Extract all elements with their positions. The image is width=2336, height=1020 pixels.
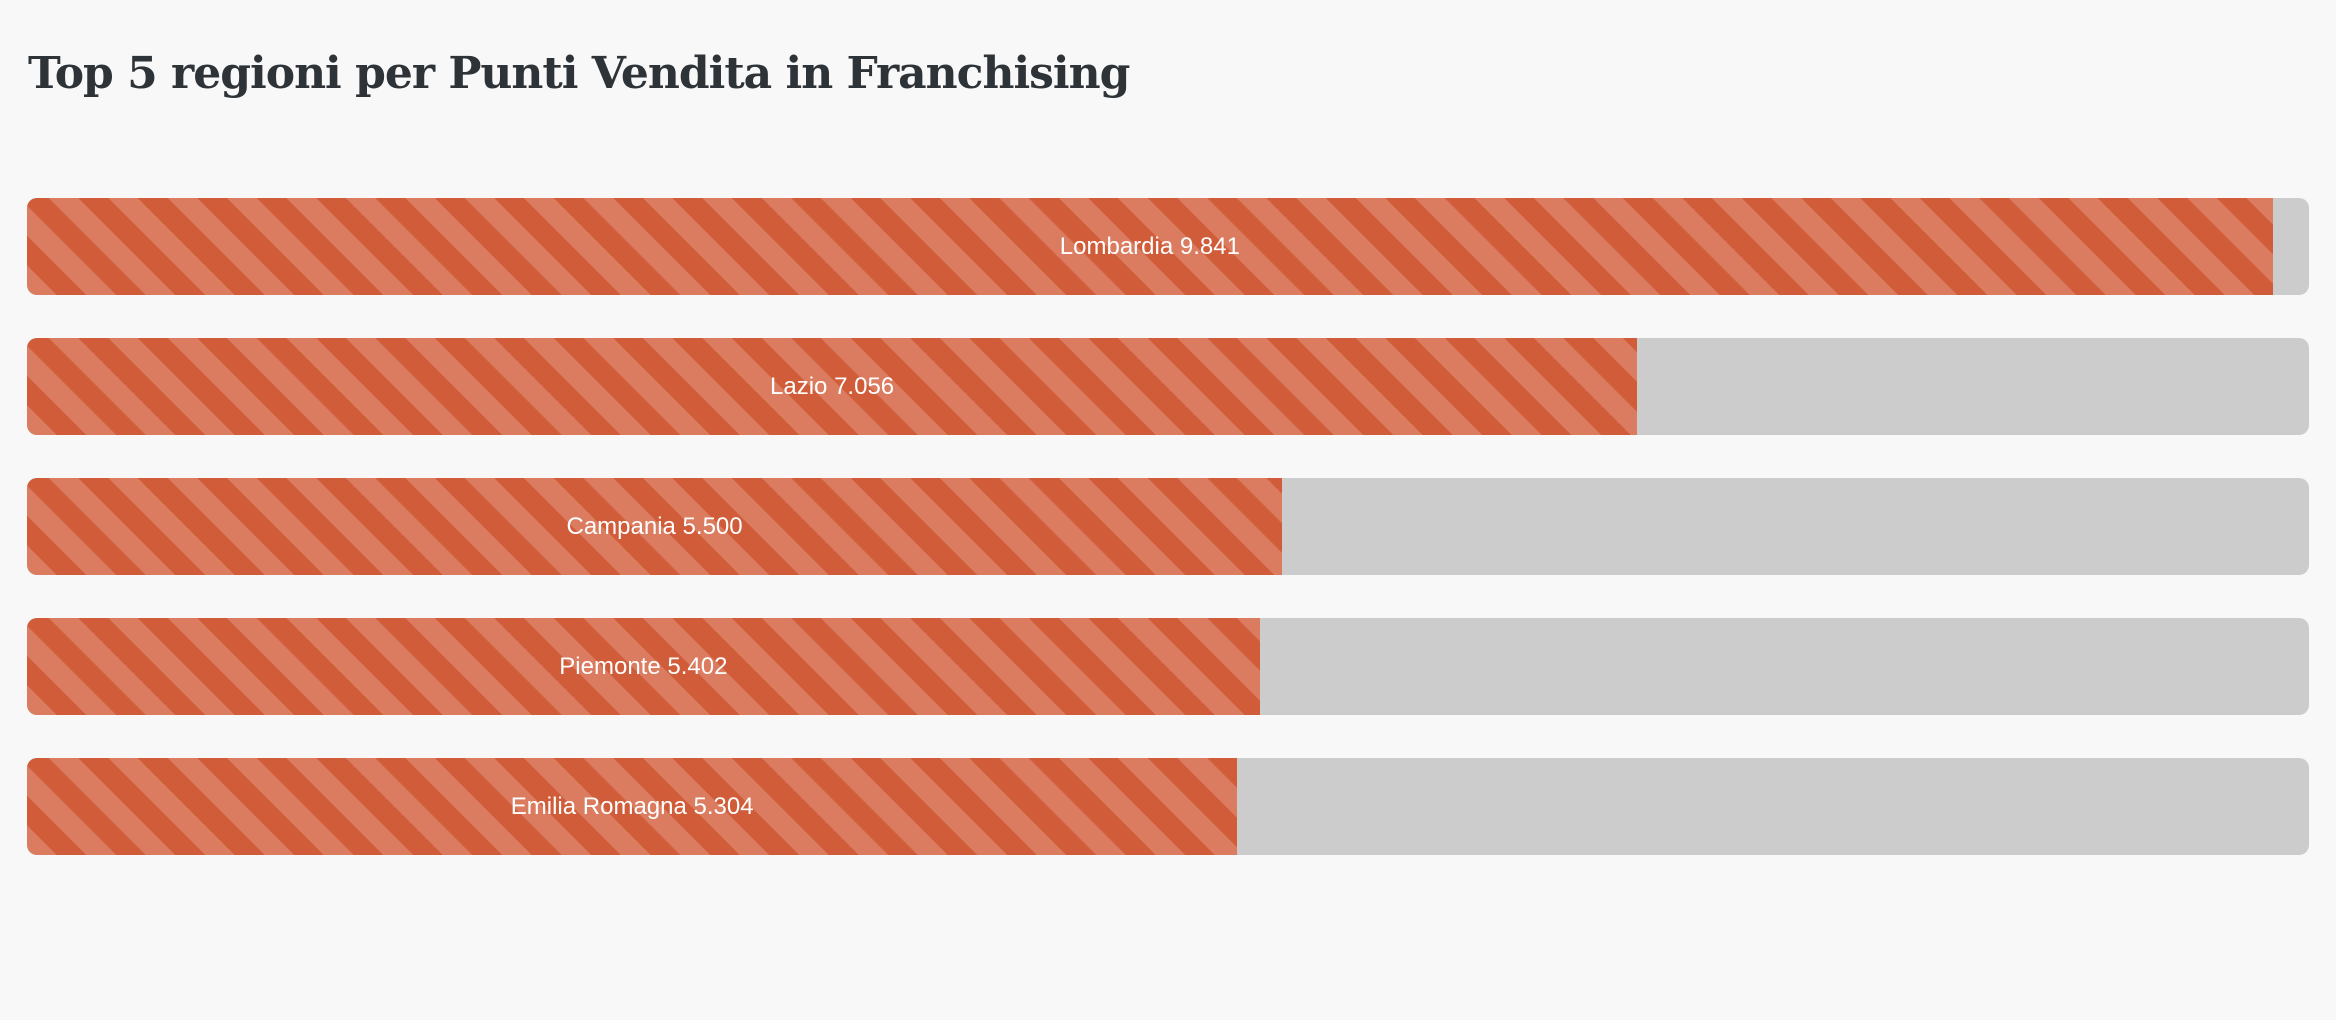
bar-track: Emilia Romagna 5.304 [27, 758, 2309, 855]
bar-emilia-romagna[interactable]: Emilia Romagna 5.304 [27, 758, 1238, 855]
bar-lombardia[interactable]: Lombardia 9.841 [27, 198, 2273, 295]
bar-label: Emilia Romagna 5.304 [510, 792, 754, 820]
bar-label: Campania 5.500 [566, 512, 743, 540]
bar-label: Piemonte 5.402 [559, 652, 728, 680]
bar-campania[interactable]: Campania 5.500 [27, 478, 1283, 575]
bar-lazio[interactable]: Lazio 7.056 [27, 338, 1638, 435]
bar-piemonte[interactable]: Piemonte 5.402 [27, 618, 1260, 715]
bar-track: Piemonte 5.402 [27, 618, 2309, 715]
bar-track: Campania 5.500 [27, 478, 2309, 575]
bar-track: Lazio 7.056 [27, 338, 2309, 435]
bar-label: Lazio 7.056 [770, 372, 895, 400]
bar-label: Lombardia 9.841 [1059, 232, 1240, 260]
chart-page: Top 5 regioni per Punti Vendita in Franc… [0, 46, 2336, 1020]
chart-title: Top 5 regioni per Punti Vendita in Franc… [28, 48, 1130, 99]
bar-chart: Lombardia 9.841 Lazio 7.056 Campania 5.500… [27, 198, 2309, 855]
bar-track: Lombardia 9.841 [27, 198, 2309, 295]
